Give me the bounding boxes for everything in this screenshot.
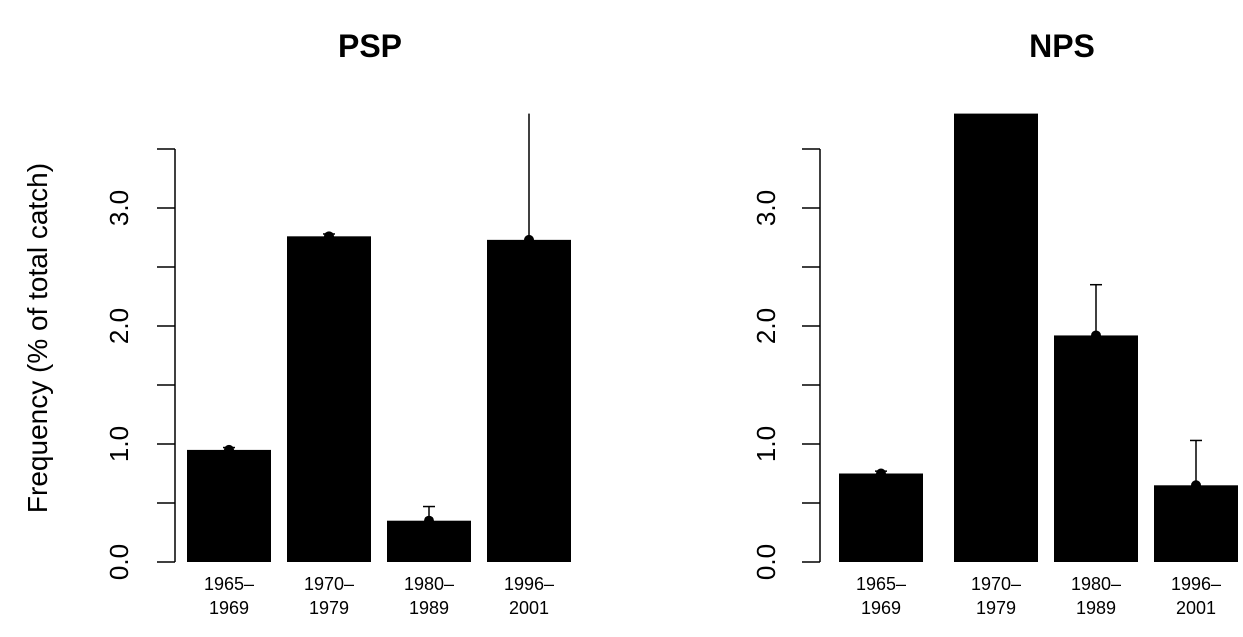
psp-bar-1	[287, 236, 371, 562]
psp-y-axis	[157, 148, 176, 563]
psp-category-label-1-1: 1979	[309, 598, 349, 618]
psp-bar-3	[487, 239, 571, 563]
nps-category-label-0-0: 1965–	[856, 574, 906, 594]
nps-ytick-label-4: 2.0	[751, 308, 781, 344]
nps-category-label-3-0: 1996–	[1171, 574, 1221, 594]
nps-bars	[839, 113, 1238, 562]
nps-bar-0	[839, 473, 923, 562]
psp-ytick-label-2: 1.0	[104, 426, 134, 462]
psp-category-label-3-1: 2001	[509, 598, 549, 618]
nps-ytick-label-6: 3.0	[751, 190, 781, 226]
psp-ytick-label-4: 2.0	[104, 308, 134, 344]
psp-panel: PSP Frequency (% of total catch) 0.0 1.0 2…	[22, 28, 571, 618]
nps-category-label-2-0: 1980–	[1071, 574, 1121, 594]
nps-category-label-3-1: 2001	[1176, 598, 1216, 618]
psp-bar-0	[187, 449, 271, 562]
psp-category-label-2-1: 1989	[409, 598, 449, 618]
psp-ytick-label-0: 0.0	[104, 544, 134, 580]
psp-bar-2	[387, 520, 471, 562]
nps-y-axis	[802, 148, 821, 563]
nps-category-labels: 1965– 1969 1970– 1979 1980– 1989 1996– 2001	[856, 574, 1221, 618]
nps-ytick-label-2: 1.0	[751, 426, 781, 462]
nps-ytick-labels: 0.0 1.0 2.0 3.0	[751, 190, 781, 580]
psp-category-label-1-0: 1970–	[304, 574, 354, 594]
nps-bar-1	[954, 113, 1038, 562]
nps-panel: NPS 0.0 1.0 2.0 3.0 1965– 1969 1970– 1979 1980–…	[751, 28, 1238, 618]
psp-point-3	[524, 234, 534, 245]
psp-category-labels: 1965– 1969 1970– 1979 1980– 1989 1996– 2001	[204, 574, 554, 618]
nps-error-bars	[875, 283, 1202, 491]
y-axis-label: Frequency (% of total catch)	[22, 163, 53, 513]
psp-category-label-3-0: 1996–	[504, 574, 554, 594]
psp-point-0	[224, 444, 234, 455]
psp-title: PSP	[338, 28, 402, 64]
nps-point-3	[1191, 480, 1201, 491]
psp-error-bars	[223, 113, 534, 526]
psp-point-1	[324, 231, 334, 242]
nps-title: NPS	[1029, 28, 1095, 64]
nps-category-label-1-1: 1979	[976, 598, 1016, 618]
psp-category-label-0-0: 1965–	[204, 574, 254, 594]
psp-ytick-labels: 0.0 1.0 2.0 3.0	[104, 190, 134, 580]
psp-ytick-label-6: 3.0	[104, 190, 134, 226]
nps-bar-2	[1054, 335, 1138, 562]
psp-category-label-0-1: 1969	[209, 598, 249, 618]
nps-category-label-2-1: 1989	[1076, 598, 1116, 618]
nps-point-2	[1091, 330, 1101, 341]
nps-ytick-label-0: 0.0	[751, 544, 781, 580]
nps-point-0	[876, 468, 886, 479]
nps-category-label-1-0: 1970–	[971, 574, 1021, 594]
psp-bars	[187, 236, 571, 563]
psp-category-label-2-0: 1980–	[404, 574, 454, 594]
psp-point-2	[424, 515, 434, 526]
nps-category-label-0-1: 1969	[861, 598, 901, 618]
nps-bar-3	[1154, 485, 1238, 562]
